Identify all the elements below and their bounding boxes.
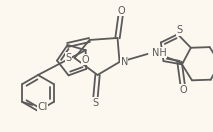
Text: Cl: Cl (37, 102, 48, 112)
Text: S: S (65, 53, 72, 63)
Text: O: O (180, 85, 187, 95)
Text: S: S (92, 98, 99, 108)
Text: S: S (177, 25, 183, 35)
Text: O: O (81, 55, 89, 65)
Text: N: N (121, 57, 128, 67)
Text: O: O (118, 6, 125, 16)
Text: NH: NH (151, 48, 166, 58)
